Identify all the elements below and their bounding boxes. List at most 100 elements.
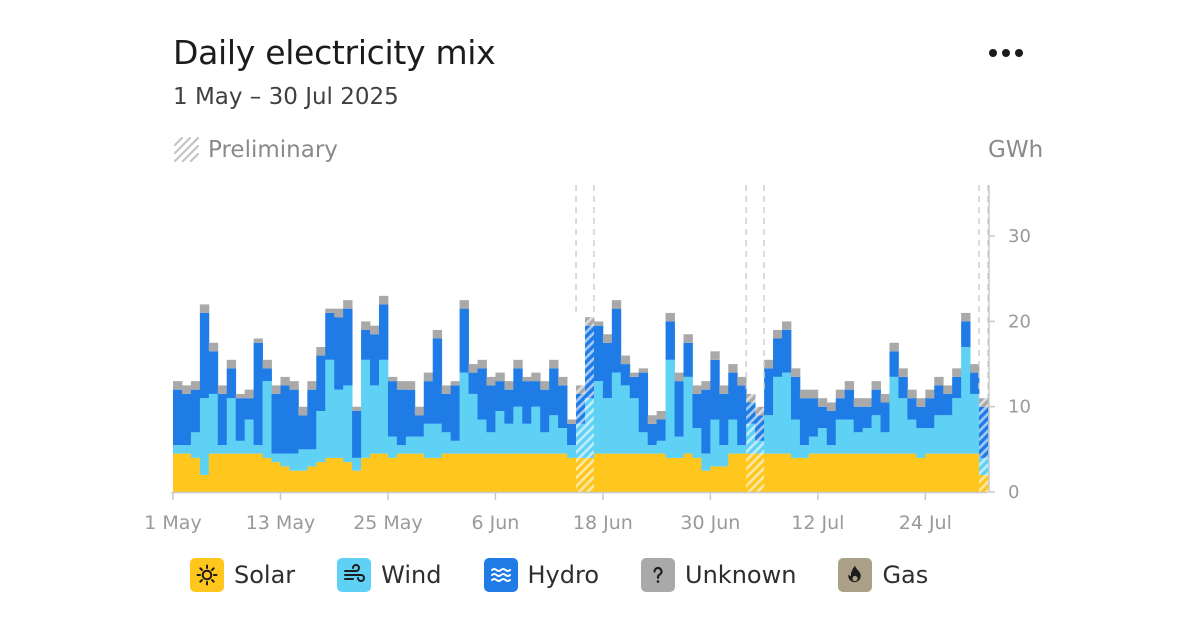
bar-segment-wind <box>208 393 219 454</box>
bar-segment-hydro <box>271 393 281 454</box>
bar-segment-wind <box>477 419 487 454</box>
bar-segment-solar <box>173 453 183 493</box>
bar-segment-unknown <box>692 385 702 394</box>
bar-segment-wind <box>352 457 362 471</box>
bar-segment-unknown <box>280 376 290 386</box>
bar-segment-hydro <box>835 398 846 420</box>
bar-segment-hydro <box>334 317 344 390</box>
bar-segment-wind <box>826 445 837 454</box>
bar-segment-solar <box>934 453 944 493</box>
bar-segment-unknown <box>298 406 308 416</box>
bar-segment-hydro <box>235 398 246 441</box>
bar-segment-wind <box>190 432 201 458</box>
bar-segment-unknown <box>728 364 738 373</box>
bar-segment-solar <box>280 466 290 492</box>
legend-item-hydro[interactable]: Hydro <box>483 558 599 592</box>
bar-segment-wind <box>593 381 604 454</box>
legend-swatch-solar <box>190 558 224 592</box>
bar-segment-solar <box>853 453 864 493</box>
bar-segment-wind <box>504 423 514 454</box>
bar-segment-solar <box>486 453 496 493</box>
legend-swatch-wind <box>337 558 372 592</box>
bar-segment-unknown <box>782 321 792 330</box>
bar-segment-hydro <box>495 381 505 411</box>
bar-segment-hydro <box>423 381 434 424</box>
bar-segment-hydro <box>468 372 478 394</box>
bar-segment-solar <box>361 457 371 492</box>
bar-segment-hydro <box>647 423 658 446</box>
bar-segment-wind <box>486 432 496 454</box>
bar-segment-wind <box>611 372 622 454</box>
bar-segment-unknown <box>647 415 658 424</box>
bar-segment-hydro <box>692 393 702 429</box>
bar-segment-hydro <box>862 406 872 429</box>
bar-segment-solar <box>961 453 971 493</box>
bar-segment-solar <box>665 457 675 492</box>
bar-segment-wind <box>244 419 255 454</box>
preliminary-hatch <box>979 398 988 492</box>
bar-segment-wind <box>647 445 658 454</box>
bar-segment-wind <box>378 359 389 454</box>
bar-segment-unknown <box>611 300 622 309</box>
bar-segment-wind <box>943 415 953 454</box>
more-options-button[interactable] <box>982 40 1030 66</box>
bar-segment-solar <box>593 453 604 493</box>
flame-icon <box>848 565 862 583</box>
bar-segment-solar <box>773 453 783 493</box>
bar-segment-hydro <box>719 393 729 446</box>
bar-segment-hydro <box>737 385 747 446</box>
bar-segment-hydro <box>549 368 559 416</box>
bar-segment-unknown <box>414 406 425 416</box>
bar-segment-hydro <box>173 389 183 446</box>
bar-segment-wind <box>925 428 935 454</box>
legend-item-gas[interactable]: Gas <box>838 558 928 592</box>
bar-segment-hydro <box>826 410 837 446</box>
bar-segment-hydro <box>253 342 263 446</box>
bar-segment-solar <box>352 470 362 492</box>
bar-segment-unknown <box>719 385 729 394</box>
bar-segment-solar <box>638 453 649 493</box>
bar-segment-hydro <box>764 368 774 416</box>
bar-segment-unknown <box>602 334 613 343</box>
bar-segment-wind <box>181 445 192 454</box>
bar-segment-hydro <box>531 381 541 407</box>
bar-segment-wind <box>558 428 568 454</box>
bar-segment-unknown <box>289 381 299 390</box>
bar-segment-hydro <box>181 393 192 446</box>
bar-segment-solar <box>674 457 684 492</box>
bar-segment-unknown <box>952 368 962 377</box>
bar-segment-hydro <box>504 389 514 424</box>
bar-segment-solar <box>970 453 980 493</box>
bar-segment-unknown <box>450 381 460 386</box>
bar-segment-solar <box>235 453 246 493</box>
bar-segment-wind <box>199 398 210 475</box>
bar-segment-unknown <box>593 321 604 326</box>
bar-segment-unknown <box>405 381 416 390</box>
bar-segment-unknown <box>567 419 577 424</box>
bar-segment-wind <box>262 381 272 458</box>
bar-segment-unknown <box>683 334 693 343</box>
bar-segment-wind <box>916 428 926 458</box>
bar-segment-hydro <box>782 329 792 373</box>
bar-segment-wind <box>737 445 747 454</box>
bar-segment-wind <box>871 415 881 454</box>
bar-segment-hydro <box>405 389 416 437</box>
bar-segment-hydro <box>361 329 371 360</box>
bar-segment-hydro <box>387 381 398 437</box>
bar-segment-wind <box>235 440 246 454</box>
legend-item-wind[interactable]: Wind <box>337 558 442 592</box>
bar-segment-unknown <box>907 389 917 399</box>
bar-segment-solar <box>226 453 237 493</box>
legend-label-solar: Solar <box>234 561 296 589</box>
bar-segment-hydro <box>889 351 899 377</box>
bar-segment-unknown <box>835 389 846 399</box>
legend-item-solar[interactable]: Solar <box>190 558 295 592</box>
legend-item-unknown[interactable]: Unknown <box>641 558 796 592</box>
bar-segment-unknown <box>262 359 272 369</box>
bar-segment-unknown <box>853 398 864 407</box>
bar-segment-wind <box>468 393 478 454</box>
bar-segment-unknown <box>656 410 666 420</box>
bar-segment-solar <box>647 453 658 493</box>
bar-segment-hydro <box>199 312 210 399</box>
bar-segment-solar <box>558 453 568 493</box>
